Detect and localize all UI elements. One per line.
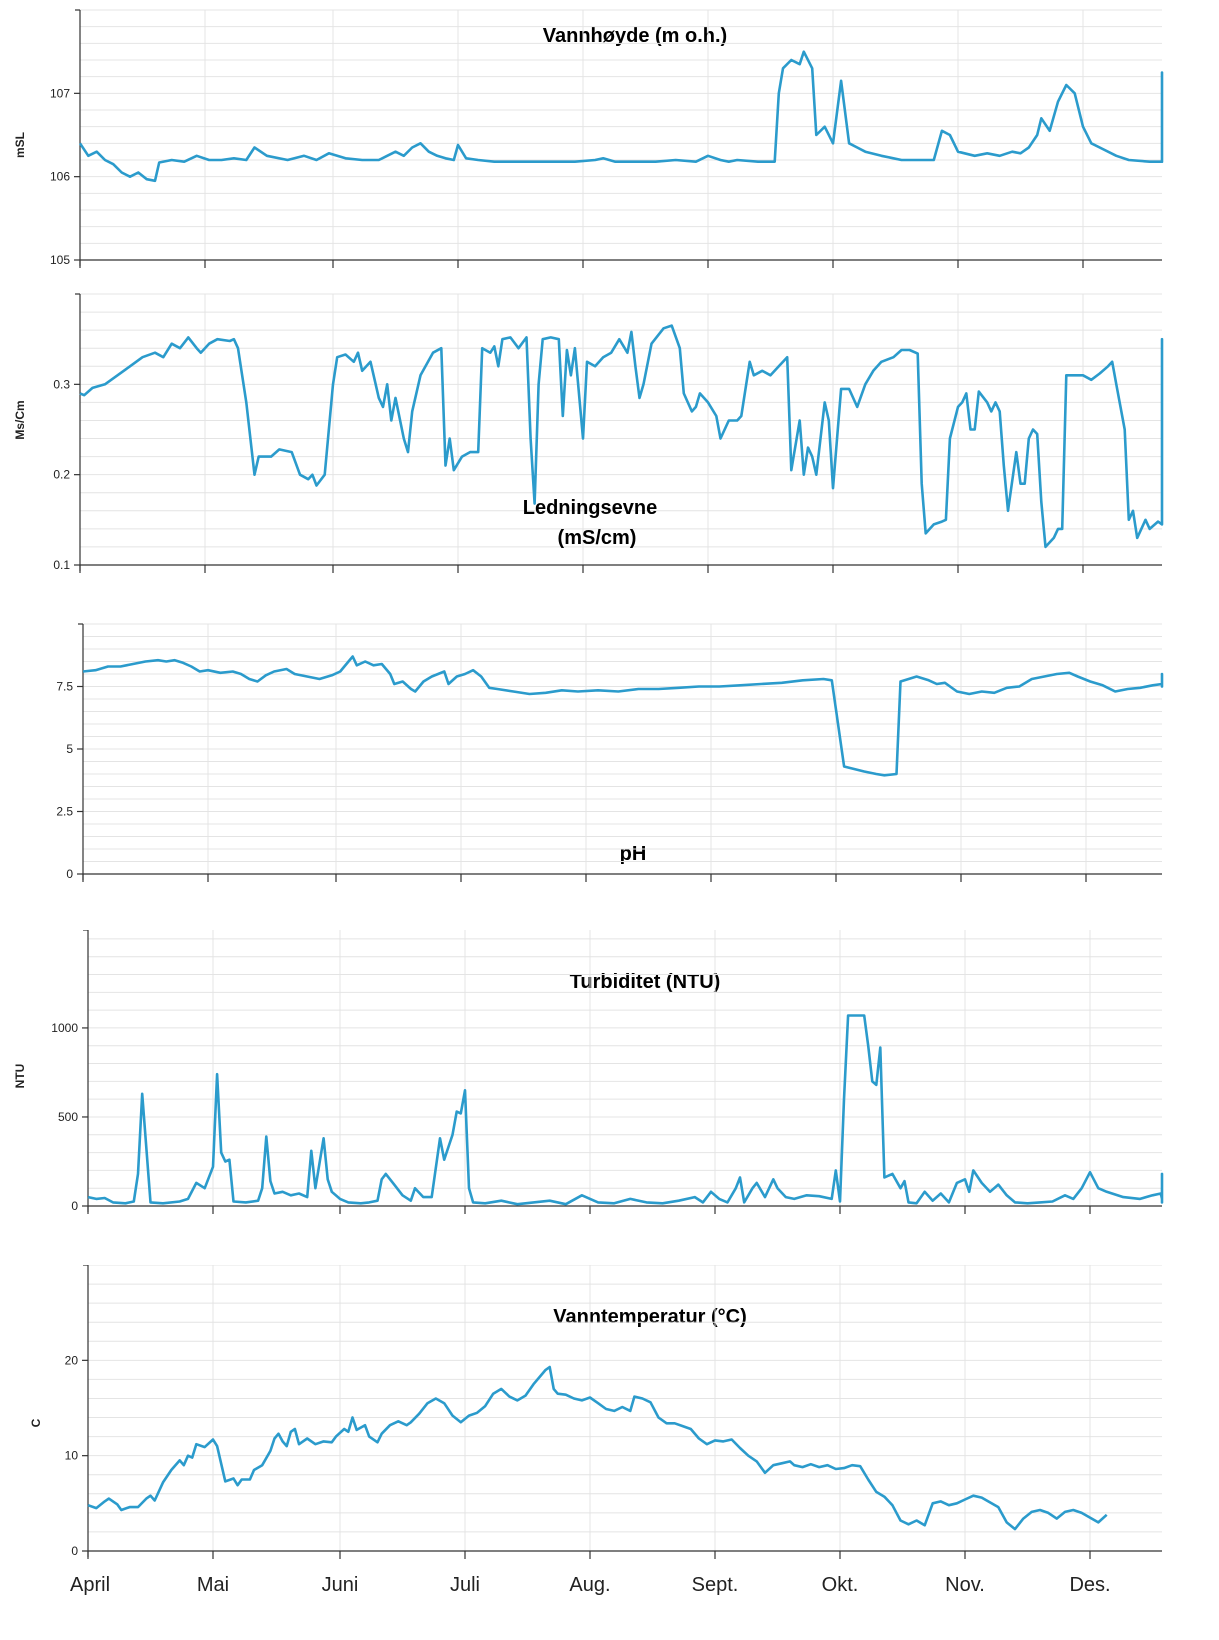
grid <box>79 9 1162 261</box>
water-temperature-chart: Vanntemperatur (°C) C 0 10 20 April Mai Juni J… <box>29 1265 1162 1596</box>
x-tick-label: Okt. <box>822 1574 859 1596</box>
y-axis-label: NTU <box>13 1064 27 1089</box>
y-tick-label: 1000 <box>51 1021 78 1035</box>
turbidity-chart: Turbiditet (NTU) NTU 0 500 1000 <box>13 930 1164 1214</box>
water-level-chart: Vannhøyde (m o.h.) mSL 105 106 107 <box>13 9 1164 268</box>
chart-title: Vannhøyde (m o.h.) <box>543 25 727 47</box>
y-tick-label: 10 <box>65 1449 79 1463</box>
series-line <box>87 1365 1108 1531</box>
chart-title: Turbiditet (NTU) <box>570 971 721 993</box>
series-line <box>87 1014 1164 1206</box>
ph-chart: pH 02.557.5 <box>56 623 1164 882</box>
x-tick-label: Sept. <box>692 1574 739 1596</box>
y-tick-label: 500 <box>58 1110 78 1124</box>
y-tick-label: 0 <box>71 1544 78 1558</box>
y-tick-label: 106 <box>50 170 70 184</box>
y-tick-label: 2.5 <box>56 805 73 819</box>
x-tick-label: Mai <box>197 1574 229 1596</box>
y-tick-label: 20 <box>65 1353 79 1367</box>
x-tick-label: Aug. <box>569 1574 610 1596</box>
y-axis-label: Ms/Cm <box>13 400 27 439</box>
chart-title: Vanntemperatur (°C) <box>553 1306 747 1328</box>
y-tick-label: 5 <box>66 742 73 756</box>
chart-title-line-2: (mS/cm) <box>558 527 637 549</box>
series-line <box>78 50 1164 183</box>
x-tick-label: Juni <box>322 1574 359 1596</box>
y-axis-label: C <box>29 1418 43 1427</box>
y-tick-label: 0.1 <box>53 558 70 572</box>
series-line <box>79 324 1164 549</box>
grid <box>79 293 1162 566</box>
y-axis-label: mSL <box>13 132 27 158</box>
y-tick-label: 0 <box>71 1199 78 1213</box>
series-line <box>82 655 1164 777</box>
x-tick-label: April <box>70 1574 110 1596</box>
y-tick-label: 107 <box>50 86 70 100</box>
x-tick-label: Des. <box>1069 1574 1110 1596</box>
y-tick-label: 0.2 <box>53 468 70 482</box>
chart-title-line-1: Ledningsevne <box>523 497 657 519</box>
y-tick-label: 105 <box>50 253 70 267</box>
x-tick-label: Juli <box>450 1574 480 1596</box>
x-tick-label: Nov. <box>945 1574 985 1596</box>
y-tick-label: 7.5 <box>56 680 73 694</box>
grid <box>82 623 1162 875</box>
y-tick-label: 0.3 <box>53 377 70 391</box>
conductivity-chart: Ms/Cm 0.1 0.2 0.3 Ledningsevne (mS/cm) <box>13 293 1164 573</box>
y-tick-label: 0 <box>66 867 73 881</box>
